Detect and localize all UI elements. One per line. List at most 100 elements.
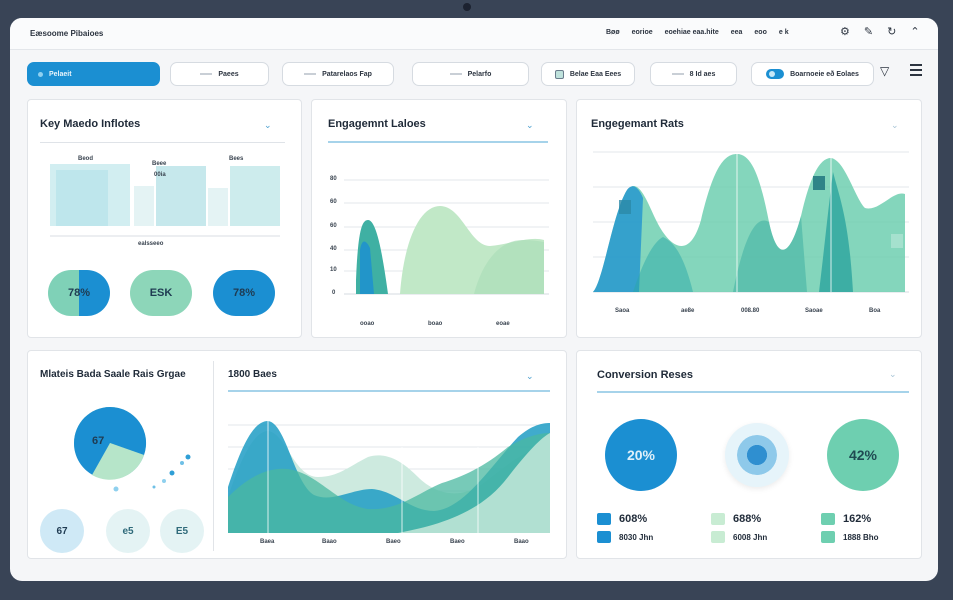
bar: [156, 166, 206, 226]
donut-icon: [737, 435, 777, 475]
x-tick: Baeo: [386, 539, 401, 545]
collapse-icon[interactable]: ⌃: [910, 26, 920, 38]
top-menu-item[interactable]: eorioe: [631, 29, 653, 36]
hamburger-menu-icon[interactable]: [910, 64, 922, 79]
x-tick: Baao: [514, 539, 529, 545]
x-tick: boao: [428, 321, 443, 327]
chevron-down-icon[interactable]: ⌄: [891, 120, 899, 130]
filter-pill[interactable]: Pelarfo: [412, 62, 529, 86]
legend-sub: 6008 Jhn: [733, 532, 768, 542]
filter-pill[interactable]: 8 Id aes: [650, 62, 737, 86]
key-metrics-bar-chart: [50, 164, 280, 237]
bar-label: Beod: [78, 156, 93, 162]
x-tick: eoae: [496, 321, 510, 327]
top-bar: Eæsoome Pibaioes Bøø eorioe eoehiae eaa.…: [10, 18, 938, 50]
y-tick: 60: [330, 199, 337, 205]
legend-swatch: [597, 513, 611, 525]
dash-icon: [304, 73, 317, 75]
marker-box: [619, 200, 631, 214]
bubble: 67: [40, 509, 84, 553]
pie-label: 67: [92, 435, 105, 447]
dash-icon: [200, 73, 213, 75]
stat-pill: 78%: [48, 270, 110, 316]
top-menu-item[interactable]: eoo: [754, 29, 767, 36]
top-menu: Bøø eorioe eoehiae eaa.hite eea eoo e k: [606, 29, 789, 36]
top-menu-item[interactable]: eea: [730, 29, 743, 36]
pie-slice: [110, 406, 147, 455]
engagement-rate-area-chart: [593, 151, 909, 293]
divider: [213, 361, 214, 551]
settings-icon[interactable]: ⚙: [840, 26, 850, 38]
top-menu-item[interactable]: e k: [778, 29, 789, 36]
axis-caption: ealsseeo: [138, 241, 164, 247]
y-tick: 80: [330, 176, 337, 182]
chevron-down-icon[interactable]: ⌄: [264, 120, 272, 130]
filter-pill[interactable]: Patarelaos Fap: [282, 62, 394, 86]
dot-icon: [38, 71, 43, 77]
bar: [230, 166, 280, 226]
legend-value: 688%: [733, 513, 762, 525]
legend-swatch: [821, 531, 835, 543]
legend-item: 1888 Bho: [821, 531, 879, 543]
scatter-dots: [113, 454, 191, 492]
filter-pill[interactable]: Boarnoeie eð Eolaes: [751, 62, 874, 86]
legend-item: 688%: [711, 513, 761, 525]
legend-sub: 1888 Bho: [843, 532, 879, 542]
dash-icon: [449, 73, 462, 75]
filter-pill[interactable]: Paees: [170, 62, 269, 86]
area-series: [733, 216, 807, 292]
dot: [162, 479, 166, 483]
filter-icon[interactable]: ▽: [880, 64, 890, 78]
bubble: e5: [106, 509, 150, 553]
dot: [152, 485, 156, 489]
legend-swatch: [711, 531, 725, 543]
pie-slice: [92, 443, 144, 480]
top-icons: ⚙ ✎ ↻ ⌃: [840, 25, 920, 38]
marker-box: [813, 176, 825, 190]
legend-item: 6008 Jhn: [711, 531, 767, 543]
dashboard-screen: Eæsoome Pibaioes Bøø eorioe eoehiae eaa.…: [10, 18, 938, 581]
card-title: Conversion Reses: [597, 369, 693, 381]
legend-swatch: [597, 531, 611, 543]
conversion-circle: 20%: [605, 419, 677, 491]
legend-sub: 8030 Jhn: [619, 532, 654, 542]
divider: [228, 390, 550, 392]
y-tick: 40: [330, 246, 337, 252]
x-tick: ae8e: [681, 308, 695, 314]
bar: [208, 188, 228, 226]
filter-label: Paees: [218, 70, 239, 78]
engagement-area-chart: [344, 179, 549, 295]
bar: [56, 170, 108, 226]
legend-value: 608%: [619, 513, 648, 525]
wave-area-chart: [228, 421, 550, 533]
y-tick: 10: [330, 267, 337, 273]
bar-label: Bees: [229, 156, 244, 162]
top-menu-item[interactable]: eoehiae eaa.hite: [664, 29, 719, 36]
chevron-down-icon[interactable]: ⌄: [889, 369, 897, 379]
bar-value: 00ia: [154, 172, 166, 178]
x-tick: Boa: [869, 308, 881, 314]
conversion-rates-card: Conversion Reses ⌄ 20% 42% 608% 8030 Jhn…: [576, 350, 922, 559]
primary-filter-button[interactable]: Pelaeit: [27, 62, 160, 86]
area-series: [474, 240, 544, 294]
chevron-down-icon[interactable]: ⌄: [526, 120, 534, 130]
divider: [40, 142, 285, 143]
bar-label: Beee: [152, 161, 167, 167]
pencil-icon[interactable]: ✎: [863, 26, 874, 38]
conversion-circle: [725, 423, 789, 487]
x-tick: Baao: [322, 539, 337, 545]
x-tick: ooao: [360, 321, 375, 327]
card-title: 1800 Baes: [228, 369, 277, 380]
bar: [134, 186, 154, 226]
top-menu-item[interactable]: Bøø: [606, 29, 620, 36]
filter-label: Pelarfo: [467, 70, 492, 78]
chevron-down-icon[interactable]: ⌄: [526, 371, 534, 381]
divider: [597, 391, 909, 393]
metrics-rates-card: Mlateis Bada Saale Rais Grgae 67 67 e5 E…: [27, 350, 567, 559]
dot: [185, 454, 191, 460]
refresh-icon[interactable]: ↻: [887, 26, 897, 38]
area-series: [819, 172, 853, 292]
conversion-circle: 42%: [827, 419, 899, 491]
legend-value: 162%: [843, 513, 872, 525]
filter-pill[interactable]: Belae Eaa Eees: [541, 62, 635, 86]
